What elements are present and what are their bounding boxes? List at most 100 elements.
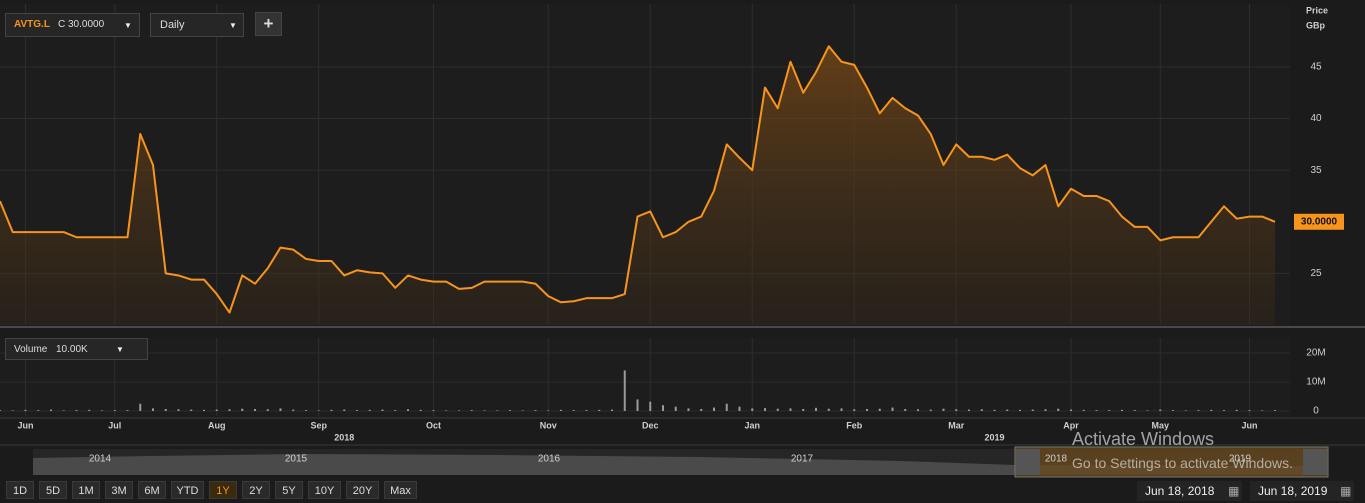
volume-bar xyxy=(445,410,448,411)
volume-bar xyxy=(687,408,690,411)
volume-bar xyxy=(101,410,103,411)
range-button[interactable]: 6M xyxy=(138,481,166,499)
x-tick-label: Jun xyxy=(1241,420,1257,430)
volume-bar xyxy=(1044,409,1047,411)
y-tick-label: 20M xyxy=(1306,348,1325,359)
volume-bar xyxy=(560,409,562,411)
navigator-year: 2017 xyxy=(791,454,814,465)
volume-bar xyxy=(228,409,231,411)
volume-bar xyxy=(203,409,205,411)
navigator-year: 2018 xyxy=(1045,454,1068,465)
volume-bar xyxy=(942,408,945,411)
navigator-handle[interactable] xyxy=(1016,449,1040,475)
volume-bar xyxy=(113,410,116,411)
calendar-icon[interactable]: ▦ xyxy=(1340,481,1354,501)
volume-bar xyxy=(853,409,856,411)
range-button[interactable]: YTD xyxy=(171,481,204,499)
volume-bar xyxy=(789,408,792,411)
volume-bar xyxy=(152,408,154,411)
volume-bar xyxy=(1108,410,1111,411)
y-tick-label: 10M xyxy=(1306,377,1325,388)
volume-bar xyxy=(483,410,486,411)
date-from[interactable]: Jun 18, 2018 xyxy=(1137,481,1231,501)
volume-bar xyxy=(1006,409,1009,411)
range-button[interactable]: 5D xyxy=(39,481,67,499)
y-tick-label: 35 xyxy=(1310,165,1322,176)
add-button[interactable]: + xyxy=(255,12,282,36)
navigator-year: 2016 xyxy=(538,454,561,465)
volume-bar xyxy=(878,408,881,411)
volume-bar xyxy=(955,409,958,411)
range-button[interactable]: 2Y xyxy=(242,481,270,499)
volume-plot-area xyxy=(0,338,1290,418)
navigator-window[interactable] xyxy=(1014,446,1329,478)
volume-bar xyxy=(62,410,65,411)
volume-bar xyxy=(968,409,970,411)
volume-bar xyxy=(279,408,282,411)
range-button[interactable]: 1M xyxy=(72,481,100,499)
range-button[interactable]: 5Y xyxy=(275,481,303,499)
volume-bar xyxy=(1248,410,1251,411)
navigator-year: 2014 xyxy=(89,454,112,465)
volume-bar xyxy=(458,410,460,411)
x-tick-label: Oct xyxy=(426,420,441,430)
range-button[interactable]: 3M xyxy=(105,481,133,499)
volume-bar xyxy=(177,409,180,411)
volume-bar xyxy=(1223,410,1225,411)
volume-bar xyxy=(394,410,397,411)
volume-bar xyxy=(700,408,703,411)
price-line xyxy=(0,45,1276,314)
last-value-box xyxy=(1294,213,1344,230)
navigator-year: 2015 xyxy=(285,454,308,465)
volume-bar xyxy=(1159,409,1162,411)
volume-bar xyxy=(662,405,664,411)
volume-bar xyxy=(356,410,358,411)
volume-bar xyxy=(139,403,142,411)
x-tick-label: Jun xyxy=(17,420,33,430)
volume-bar xyxy=(1070,409,1072,411)
x-tick-label: Feb xyxy=(846,420,863,430)
interval: Daily xyxy=(160,19,185,31)
volume-bar xyxy=(1082,409,1085,411)
range-button[interactable]: Max xyxy=(384,481,417,499)
x-tick-label: Sep xyxy=(310,420,327,430)
volume-bar xyxy=(980,409,983,411)
symbol: AVTG.L xyxy=(14,19,50,30)
symbol-dropdown[interactable]: AVTG.L C 30.0000 ▼ xyxy=(5,13,140,37)
dropdown-arrow: ▼ xyxy=(229,21,237,30)
volume-bar xyxy=(407,409,409,411)
volume-bar xyxy=(725,403,728,411)
x-tick-label: Nov xyxy=(540,420,557,430)
date-to[interactable]: Jun 18, 2019 xyxy=(1250,481,1344,501)
volume-bar xyxy=(738,406,741,411)
close-price: C 30.0000 xyxy=(58,19,105,30)
volume-bar xyxy=(866,408,868,411)
volume-bar xyxy=(521,410,524,411)
volume-bar xyxy=(827,408,830,411)
range-button[interactable]: 1Y xyxy=(209,481,237,499)
volume-bar xyxy=(1197,410,1200,411)
range-button[interactable]: 10Y xyxy=(308,481,341,499)
calendar-icon[interactable]: ▦ xyxy=(1228,481,1242,501)
volume-bar xyxy=(1261,410,1264,411)
volume-dropdown[interactable]: Volume 10.00K ▼ xyxy=(5,338,148,360)
volume-bar xyxy=(1146,410,1149,411)
volume-bar xyxy=(75,410,78,411)
range-button[interactable]: 1D xyxy=(6,481,34,499)
y-tick-label: 45 xyxy=(1310,62,1322,73)
y-axis-label: Price xyxy=(1306,5,1328,15)
x-tick-label: Mar xyxy=(948,420,965,430)
navigator-handle[interactable] xyxy=(1303,449,1327,475)
interval-dropdown[interactable]: Daily ▼ xyxy=(150,13,244,37)
volume-bar xyxy=(368,409,371,411)
volume-bar xyxy=(24,409,27,411)
volume-bar xyxy=(1184,410,1187,411)
volume-bar xyxy=(713,407,715,411)
volume-bar xyxy=(1274,410,1276,411)
range-button[interactable]: 20Y xyxy=(346,481,379,499)
volume-bar xyxy=(764,408,766,411)
volume-bar xyxy=(496,410,499,411)
navigator-silhouette xyxy=(33,454,1325,475)
x-tick-label: Apr xyxy=(1063,420,1079,430)
volume-bar xyxy=(1057,408,1060,411)
